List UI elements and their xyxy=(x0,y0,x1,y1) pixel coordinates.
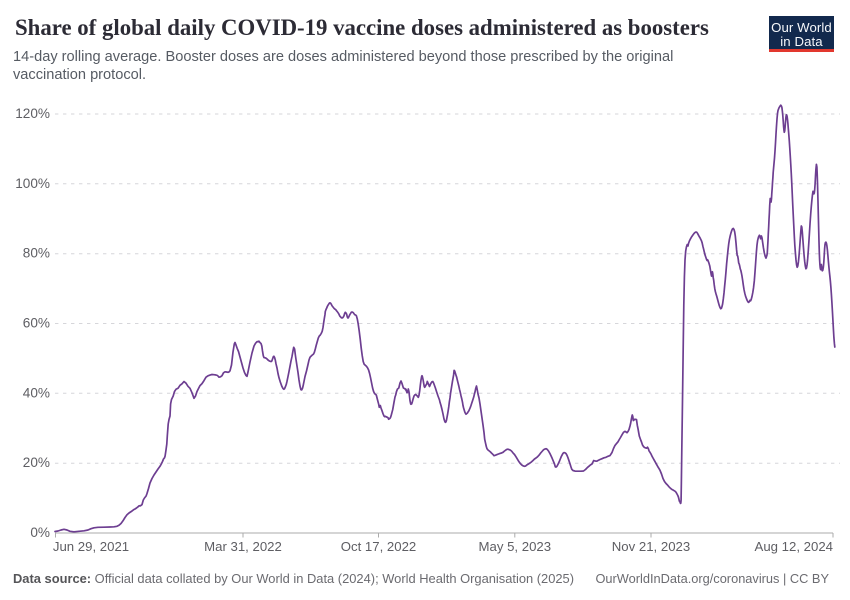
svg-text:60%: 60% xyxy=(23,316,50,331)
svg-text:Oct 17, 2022: Oct 17, 2022 xyxy=(341,539,417,554)
svg-text:20%: 20% xyxy=(23,455,50,470)
svg-text:120%: 120% xyxy=(15,106,50,121)
svg-text:100%: 100% xyxy=(15,176,50,191)
svg-text:Nov 21, 2023: Nov 21, 2023 xyxy=(612,539,690,554)
svg-text:40%: 40% xyxy=(23,385,50,400)
svg-text:May 5, 2023: May 5, 2023 xyxy=(479,539,552,554)
svg-text:80%: 80% xyxy=(23,246,50,261)
svg-text:Jun 29, 2021: Jun 29, 2021 xyxy=(53,539,129,554)
svg-text:Mar 31, 2022: Mar 31, 2022 xyxy=(204,539,282,554)
svg-text:Aug 12, 2024: Aug 12, 2024 xyxy=(755,539,833,554)
svg-text:0%: 0% xyxy=(30,525,50,540)
